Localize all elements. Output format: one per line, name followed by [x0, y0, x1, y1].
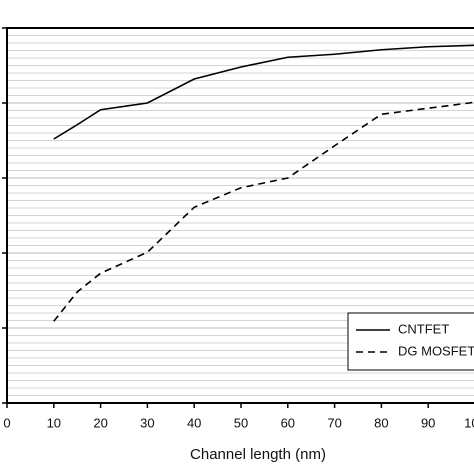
legend-box: [347, 312, 474, 371]
x-tick-label: 30: [140, 415, 154, 430]
legend: CNTFET DG MOSFET: [347, 312, 474, 371]
x-tick-label: 100: [464, 415, 474, 430]
x-tick-label: 20: [93, 415, 107, 430]
x-tick-label: 60: [281, 415, 295, 430]
legend-label: DG MOSFET: [398, 343, 474, 358]
legend-label: CNTFET: [398, 321, 449, 336]
x-tick-label: 70: [327, 415, 341, 430]
line: [53, 44, 474, 140]
x-tick-label: 10: [47, 415, 61, 430]
x-tick-label: 0: [3, 415, 10, 430]
x-axis-label: Channel length (nm): [190, 446, 326, 463]
line: [53, 101, 474, 322]
x-tick-label: 50: [234, 415, 248, 430]
x-tick-label: 80: [374, 415, 388, 430]
x-tick-label: 90: [421, 415, 435, 430]
x-tick-label: 40: [187, 415, 201, 430]
